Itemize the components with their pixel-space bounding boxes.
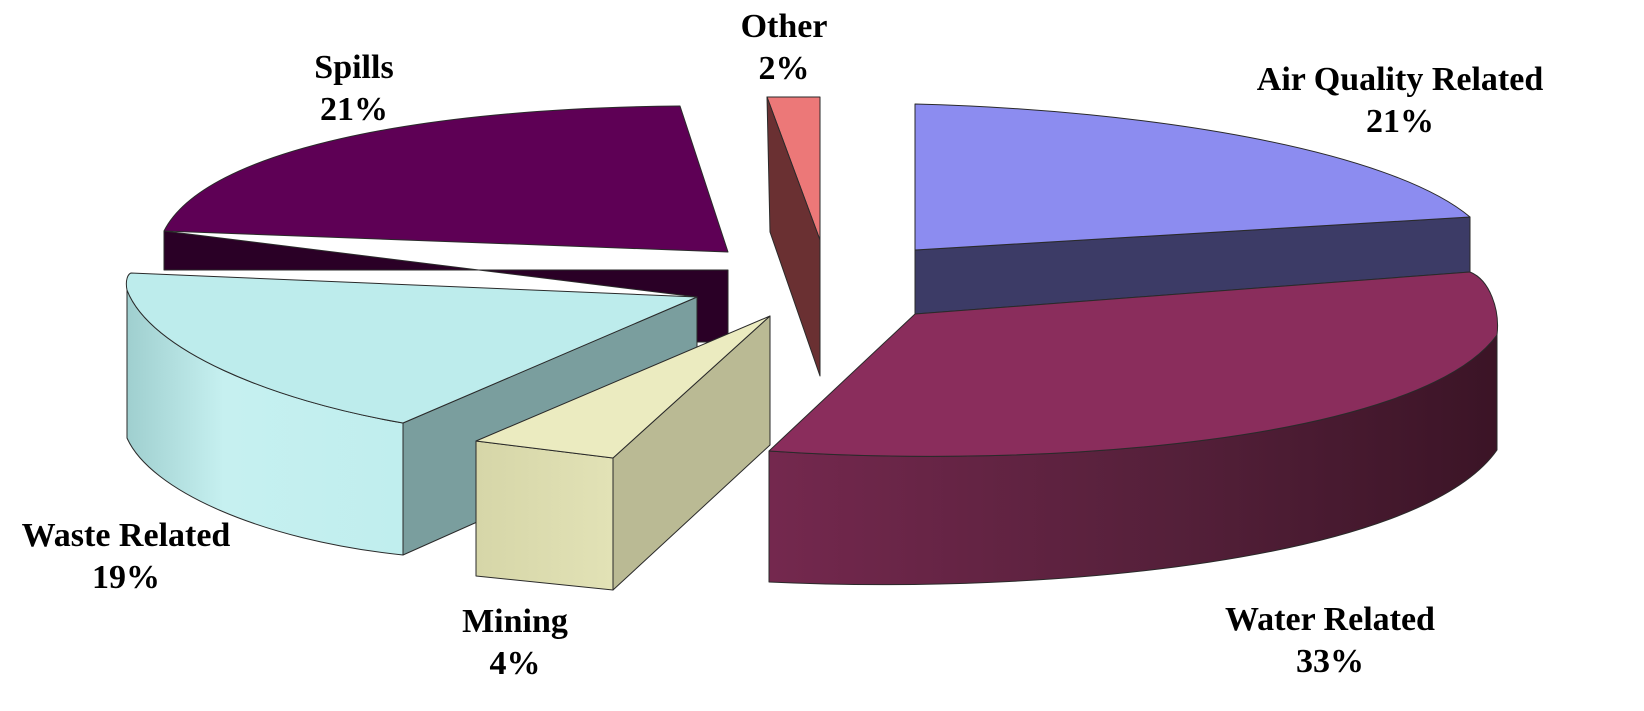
pie-slice-other [766,96,821,377]
pie-slice-face-waste-related-2 [125,272,698,424]
pie-slice-face-mining-2 [475,315,771,459]
pie-slice-face-water-related-1 [768,271,1499,457]
pie-slice-water-related [768,271,1499,586]
slice-name-other: Other [741,8,828,45]
slice-name-air-quality-related: Air Quality Related [1257,61,1544,98]
pie-slice-mining [475,315,771,591]
slice-label-mining: Mining 4% [462,603,568,682]
slice-percent-air-quality-related: 21% [1366,103,1434,140]
pie-slice-air-quality-related [914,103,1471,315]
slice-label-air-quality-related: Air Quality Related 21% [1257,61,1544,140]
pie-slice-face-other-1 [766,96,821,377]
slice-percent-other: 2% [759,50,810,87]
pie-slice-face-air-quality-related-1 [914,103,1471,251]
pie-slices [125,96,1499,591]
pie-labels: Air Quality Related 21% Water Related 33% Mi… [22,8,1544,682]
slice-name-water-related: Water Related [1225,601,1435,638]
slice-label-water-related: Water Related 33% [1225,601,1435,680]
slice-name-spills: Spills [314,49,393,86]
slice-percent-spills: 21% [320,91,388,128]
slice-label-waste-related: Waste Related 19% [22,517,231,596]
slice-percent-waste-related: 19% [92,559,160,596]
slice-name-waste-related: Waste Related [22,517,231,554]
slice-name-mining: Mining [462,603,568,640]
slice-percent-water-related: 33% [1296,643,1364,680]
slice-label-other: Other 2% [741,8,828,87]
slice-percent-mining: 4% [490,645,541,682]
pie-slice-face-mining-1 [475,440,614,591]
pie-slice-face-spills-1 [163,105,729,253]
slice-label-spills: Spills 21% [314,49,393,128]
